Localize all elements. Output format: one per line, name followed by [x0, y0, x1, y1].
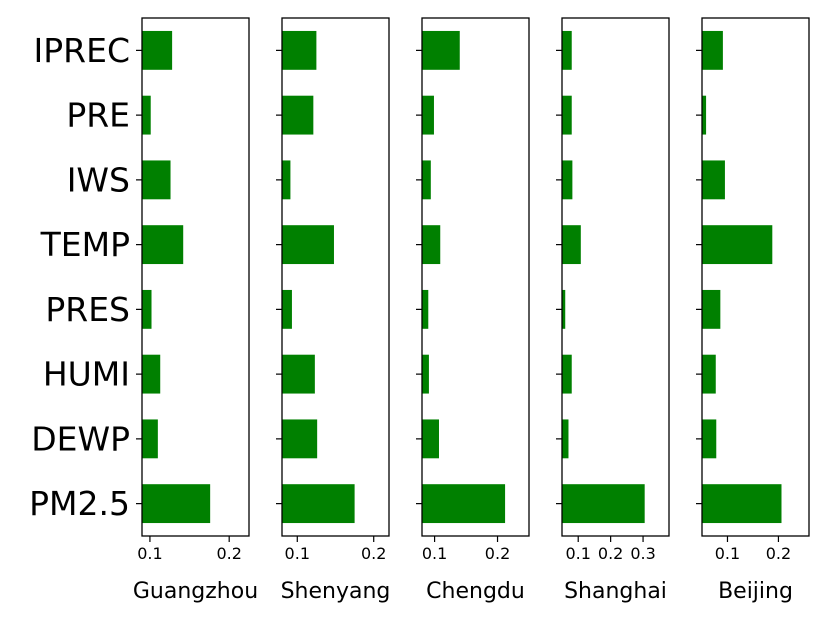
- bar: [422, 419, 439, 459]
- bar: [702, 354, 716, 394]
- x-tick-label: 0.1: [137, 544, 162, 563]
- bar: [702, 160, 725, 200]
- bar: [282, 354, 315, 394]
- bar: [562, 30, 572, 70]
- category-label: TEMP: [40, 225, 130, 264]
- bar: [702, 484, 782, 524]
- panel-shenyang: 0.1 0.2 Shenyang: [276, 17, 391, 604]
- x-axis-label: Chengdu: [426, 579, 525, 604]
- panel-frame: [701, 17, 810, 537]
- bar: [562, 95, 572, 135]
- category-label: IPREC: [34, 31, 130, 70]
- bar: [282, 289, 292, 329]
- category-label: DEWP: [31, 419, 130, 458]
- category-label: PRES: [45, 290, 130, 329]
- panel-chengdu: 0.1 0.2 Chengdu: [416, 17, 530, 604]
- panel-beijing: 0.1 0.2 Beijing: [696, 17, 810, 604]
- x-tick-label: 0.1: [565, 544, 590, 563]
- bar: [142, 225, 184, 265]
- x-tick-label: 0.3: [630, 544, 655, 563]
- bar: [142, 419, 158, 459]
- x-tick-label: 0.2: [216, 544, 241, 563]
- bar: [562, 484, 645, 524]
- category-label: PM2.5: [29, 484, 130, 523]
- bar: [282, 160, 291, 200]
- x-tick-label: 0.2: [361, 544, 386, 563]
- bar: [282, 225, 334, 265]
- x-axis-label: Beijing: [718, 579, 793, 604]
- bar: [422, 30, 460, 70]
- bar: [562, 225, 581, 265]
- bar: [282, 484, 355, 524]
- bar: [422, 354, 429, 394]
- bar: [562, 160, 573, 200]
- bar: [142, 484, 211, 524]
- bar: [702, 95, 707, 135]
- bar: [422, 95, 434, 135]
- bar: [422, 484, 506, 524]
- bar: [422, 225, 441, 265]
- bar: [562, 354, 572, 394]
- category-label: IWS: [67, 160, 130, 199]
- category-label: HUMI: [43, 355, 130, 394]
- x-tick-label: 0.2: [766, 544, 791, 563]
- bar: [142, 354, 161, 394]
- bar: [142, 30, 173, 70]
- x-axis-label: Shanghai: [564, 579, 667, 604]
- bar: [702, 30, 723, 70]
- x-tick-label: 0.1: [715, 544, 740, 563]
- panel-frame: [281, 17, 390, 537]
- bar: [702, 419, 717, 459]
- bar: [562, 419, 569, 459]
- bar: [142, 160, 171, 200]
- bar: [422, 289, 429, 329]
- x-tick-label: 0.1: [285, 544, 310, 563]
- category-label: PRE: [66, 96, 130, 135]
- bar: [142, 95, 151, 135]
- panel-guangzhou: 0.1 0.2 Guangzhou: [133, 17, 258, 604]
- x-axis-label: Guangzhou: [133, 579, 258, 604]
- bar: [282, 419, 318, 459]
- bar: [282, 30, 317, 70]
- bar: [422, 160, 431, 200]
- bar: [702, 289, 721, 329]
- bar: [282, 95, 314, 135]
- bar: [142, 289, 152, 329]
- x-tick-label: 0.2: [485, 544, 510, 563]
- x-tick-label: 0.2: [598, 544, 623, 563]
- panel-frame: [421, 17, 530, 537]
- bar: [702, 225, 773, 265]
- x-axis-label: Shenyang: [281, 579, 391, 604]
- x-tick-label: 0.1: [422, 544, 447, 563]
- bar: [562, 289, 566, 329]
- panel-shanghai: 0.1 0.2 0.3 Shanghai: [556, 17, 670, 604]
- panel-frame: [561, 17, 670, 537]
- panel-frame: [141, 17, 250, 537]
